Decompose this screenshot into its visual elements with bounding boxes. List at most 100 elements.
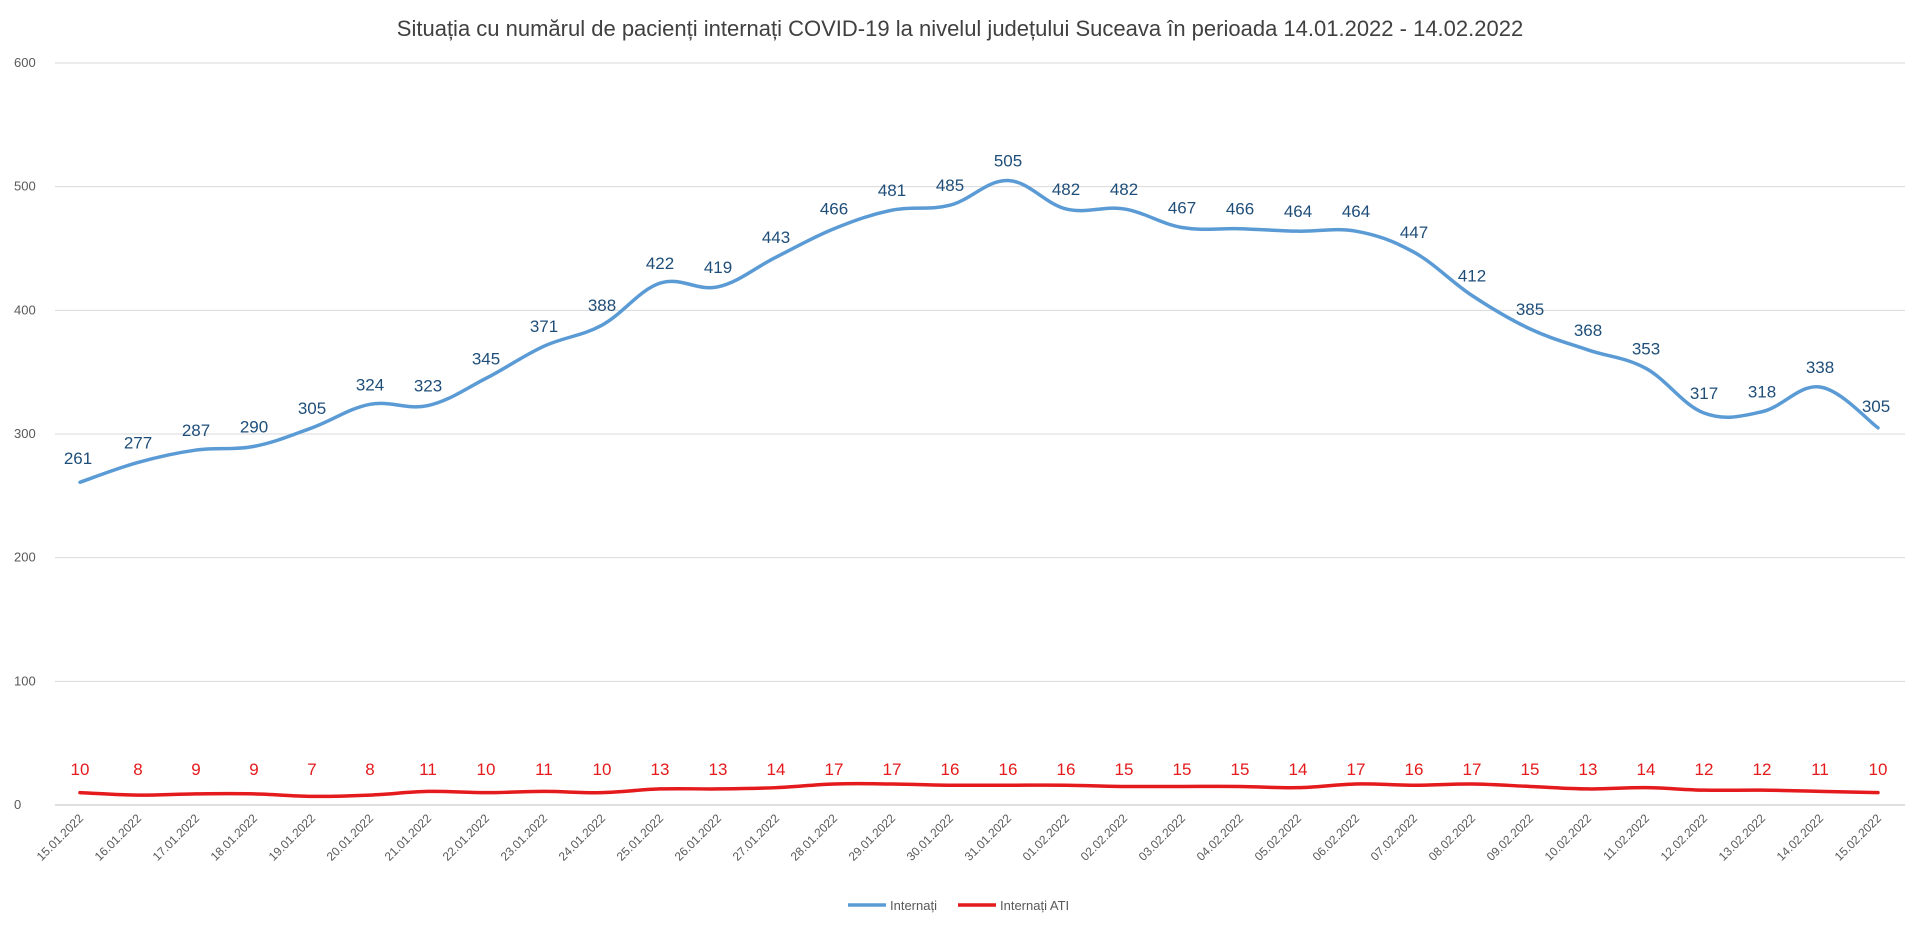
x-tick-label: 26.01.2022 xyxy=(672,811,725,864)
data-label: 371 xyxy=(530,317,558,336)
data-label: 7 xyxy=(307,760,316,779)
data-label: 15 xyxy=(1521,760,1540,779)
chart-title: Situația cu numărul de pacienți internaț… xyxy=(397,16,1523,41)
x-tick-label: 14.02.2022 xyxy=(1774,811,1827,864)
data-label: 11 xyxy=(1811,760,1829,779)
data-label: 368 xyxy=(1574,321,1602,340)
data-label: 10 xyxy=(477,760,496,779)
data-label: 16 xyxy=(1057,760,1076,779)
data-label: 466 xyxy=(1226,200,1254,219)
data-label: 10 xyxy=(593,760,612,779)
data-label: 11 xyxy=(419,760,437,779)
legend-label: Internați xyxy=(890,898,937,913)
data-label: 385 xyxy=(1516,300,1544,319)
data-label: 287 xyxy=(182,421,210,440)
data-label: 290 xyxy=(240,417,268,436)
x-tick-label: 16.01.2022 xyxy=(92,811,145,864)
x-tick-label: 05.02.2022 xyxy=(1252,811,1305,864)
data-label: 277 xyxy=(124,433,152,452)
data-label: 443 xyxy=(762,228,790,247)
data-label: 419 xyxy=(704,258,732,277)
x-tick-label: 03.02.2022 xyxy=(1136,811,1189,864)
legend-label: Internați ATI xyxy=(1000,898,1069,913)
x-tick-label: 24.01.2022 xyxy=(556,811,609,864)
data-label: 317 xyxy=(1690,384,1718,403)
data-label: 467 xyxy=(1168,198,1196,217)
x-tick-label: 22.01.2022 xyxy=(440,811,493,864)
x-tick-label: 02.02.2022 xyxy=(1078,811,1131,864)
data-label: 324 xyxy=(356,375,384,394)
data-label: 14 xyxy=(1637,760,1656,779)
data-label: 318 xyxy=(1748,383,1776,402)
y-tick-label: 0 xyxy=(14,797,21,812)
x-tick-label: 06.02.2022 xyxy=(1310,811,1363,864)
x-tick-label: 15.01.2022 xyxy=(34,811,87,864)
series-line-internati xyxy=(78,178,1880,484)
y-tick-label: 300 xyxy=(14,426,36,441)
data-label: 10 xyxy=(1869,760,1888,779)
data-label: 8 xyxy=(133,760,142,779)
data-label: 482 xyxy=(1110,180,1138,199)
x-tick-label: 27.01.2022 xyxy=(730,811,783,864)
data-label: 464 xyxy=(1284,202,1312,221)
data-label: 14 xyxy=(1289,760,1308,779)
x-tick-label: 20.01.2022 xyxy=(324,811,377,864)
y-tick-label: 500 xyxy=(14,179,36,194)
data-label: 15 xyxy=(1115,760,1134,779)
x-tick-label: 01.02.2022 xyxy=(1020,811,1073,864)
data-label: 323 xyxy=(414,377,442,396)
data-label: 15 xyxy=(1173,760,1192,779)
data-label: 17 xyxy=(1347,760,1366,779)
x-tick-label: 18.01.2022 xyxy=(208,811,261,864)
data-label: 11 xyxy=(535,760,553,779)
x-tick-label: 29.01.2022 xyxy=(846,811,899,864)
x-tick-label: 28.01.2022 xyxy=(788,811,841,864)
data-label: 16 xyxy=(999,760,1018,779)
x-tick-label: 10.02.2022 xyxy=(1542,811,1595,864)
data-label: 305 xyxy=(1862,397,1890,416)
data-label: 10 xyxy=(71,760,90,779)
x-tick-label: 09.02.2022 xyxy=(1484,811,1537,864)
data-label: 13 xyxy=(651,760,670,779)
data-label: 8 xyxy=(365,760,374,779)
y-axis-ticks: 0 100 200 300 400 500 600 xyxy=(14,55,36,812)
data-label: 464 xyxy=(1342,202,1370,221)
data-label: 447 xyxy=(1400,223,1428,242)
data-label: 261 xyxy=(64,449,92,468)
data-label: 12 xyxy=(1753,760,1772,779)
data-label: 16 xyxy=(941,760,960,779)
x-tick-label: 07.02.2022 xyxy=(1368,811,1421,864)
series-line-internati-ati xyxy=(78,781,1880,799)
data-label: 13 xyxy=(1579,760,1598,779)
grid-layer xyxy=(55,62,1905,806)
x-tick-label: 31.01.2022 xyxy=(962,811,1015,864)
data-label: 338 xyxy=(1806,358,1834,377)
data-label: 485 xyxy=(936,176,964,195)
data-labels-layer: 261 277 287 290 305 324 323 345 371 388 422 419 443 4… xyxy=(64,151,1890,779)
x-tick-label: 08.02.2022 xyxy=(1426,811,1479,864)
x-tick-label: 12.02.2022 xyxy=(1658,811,1711,864)
x-tick-label: 30.01.2022 xyxy=(904,811,957,864)
data-label: 466 xyxy=(820,200,848,219)
data-label: 353 xyxy=(1632,339,1660,358)
data-label: 9 xyxy=(191,760,200,779)
x-tick-label: 15.02.2022 xyxy=(1832,811,1885,864)
y-tick-label: 600 xyxy=(14,55,36,70)
x-tick-label: 19.01.2022 xyxy=(266,811,319,864)
data-label: 14 xyxy=(767,760,786,779)
data-label: 345 xyxy=(472,349,500,368)
x-tick-label: 17.01.2022 xyxy=(150,811,203,864)
x-tick-label: 21.01.2022 xyxy=(382,811,435,864)
x-tick-label: 11.02.2022 xyxy=(1600,811,1652,863)
data-label: 17 xyxy=(883,760,902,779)
y-tick-label: 100 xyxy=(14,673,36,688)
data-label: 422 xyxy=(646,254,674,273)
data-label: 16 xyxy=(1405,760,1424,779)
data-label: 9 xyxy=(249,760,258,779)
x-tick-label: 25.01.2022 xyxy=(614,811,667,864)
data-label: 12 xyxy=(1695,760,1714,779)
data-label: 15 xyxy=(1231,760,1250,779)
legend: Internați Internați ATI xyxy=(848,898,1069,913)
